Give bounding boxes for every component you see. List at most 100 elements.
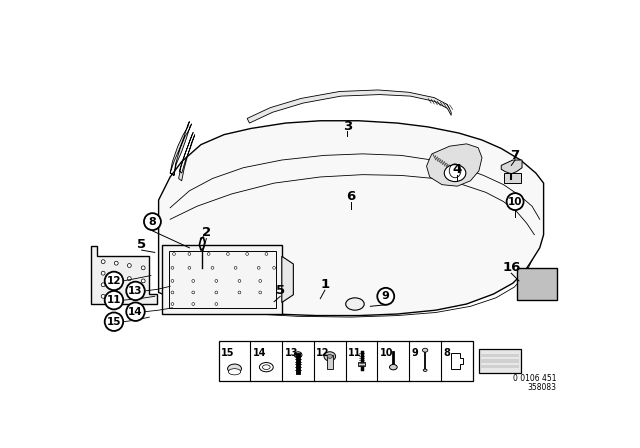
Circle shape <box>141 266 145 270</box>
Circle shape <box>144 213 161 230</box>
Text: 7: 7 <box>511 149 520 162</box>
Circle shape <box>141 279 145 283</box>
Circle shape <box>265 253 268 255</box>
Text: 6: 6 <box>346 190 356 202</box>
Circle shape <box>115 275 118 279</box>
Circle shape <box>273 267 275 269</box>
Circle shape <box>126 282 145 300</box>
Circle shape <box>115 287 118 291</box>
Circle shape <box>507 193 524 210</box>
Text: 5: 5 <box>137 238 146 251</box>
Polygon shape <box>451 353 463 369</box>
Circle shape <box>192 280 195 282</box>
Text: 14: 14 <box>128 307 143 317</box>
Bar <box>219 341 473 381</box>
Circle shape <box>115 261 118 265</box>
Circle shape <box>215 291 218 294</box>
Ellipse shape <box>228 364 241 373</box>
Bar <box>358 362 365 366</box>
Ellipse shape <box>346 298 364 310</box>
Circle shape <box>234 267 237 269</box>
Ellipse shape <box>327 354 333 358</box>
Text: 2: 2 <box>202 226 211 239</box>
Text: 8: 8 <box>148 217 156 227</box>
Text: 12: 12 <box>316 348 330 358</box>
Circle shape <box>192 291 195 294</box>
Bar <box>481 359 519 362</box>
Bar <box>516 268 557 300</box>
Bar <box>520 268 557 296</box>
Text: 10: 10 <box>380 348 394 358</box>
Text: 15: 15 <box>107 317 121 327</box>
Text: 12: 12 <box>107 276 121 286</box>
Ellipse shape <box>294 352 302 358</box>
Circle shape <box>246 253 248 255</box>
Circle shape <box>105 271 123 290</box>
Bar <box>481 354 519 357</box>
Circle shape <box>171 280 174 282</box>
Circle shape <box>192 303 195 306</box>
Circle shape <box>173 253 175 255</box>
Circle shape <box>171 303 174 306</box>
Circle shape <box>215 303 218 306</box>
Text: 14: 14 <box>253 348 266 358</box>
Circle shape <box>215 280 218 282</box>
Bar <box>163 245 282 314</box>
Circle shape <box>127 289 131 293</box>
Ellipse shape <box>324 352 335 361</box>
Circle shape <box>127 263 131 267</box>
Text: 9: 9 <box>412 348 419 358</box>
Polygon shape <box>159 121 543 315</box>
Polygon shape <box>91 246 157 304</box>
Text: 16: 16 <box>502 261 520 274</box>
Bar <box>327 355 333 369</box>
Text: 10: 10 <box>508 197 522 207</box>
Circle shape <box>171 267 174 269</box>
Polygon shape <box>179 132 195 181</box>
Text: 3: 3 <box>342 120 352 133</box>
Text: 358083: 358083 <box>528 383 557 392</box>
Circle shape <box>211 267 214 269</box>
Bar <box>481 365 519 368</box>
Text: 1: 1 <box>321 278 330 291</box>
Polygon shape <box>247 90 451 123</box>
Ellipse shape <box>444 165 466 181</box>
Circle shape <box>127 277 131 280</box>
Circle shape <box>126 302 145 321</box>
Circle shape <box>101 294 105 298</box>
Ellipse shape <box>228 369 241 375</box>
Circle shape <box>259 280 262 282</box>
Text: 15: 15 <box>221 348 234 358</box>
Bar <box>168 251 276 308</box>
Circle shape <box>207 253 210 255</box>
Text: 5: 5 <box>276 284 285 297</box>
Circle shape <box>238 291 241 294</box>
Polygon shape <box>282 256 293 302</box>
Ellipse shape <box>390 365 397 370</box>
Circle shape <box>227 253 229 255</box>
Text: 8: 8 <box>444 348 450 358</box>
Circle shape <box>188 267 191 269</box>
Polygon shape <box>427 144 482 186</box>
Circle shape <box>171 291 174 294</box>
Text: 9: 9 <box>382 291 390 302</box>
Ellipse shape <box>259 362 273 372</box>
Text: 4: 4 <box>452 163 462 176</box>
Circle shape <box>238 280 241 282</box>
Ellipse shape <box>422 348 428 352</box>
Ellipse shape <box>423 369 427 371</box>
Ellipse shape <box>262 365 270 370</box>
Circle shape <box>101 260 105 263</box>
Circle shape <box>257 267 260 269</box>
Text: 13: 13 <box>128 286 143 296</box>
Circle shape <box>101 283 105 287</box>
Circle shape <box>188 253 191 255</box>
Text: 11: 11 <box>348 348 362 358</box>
Bar <box>504 173 520 183</box>
Circle shape <box>259 291 262 294</box>
Text: 0 0106 451: 0 0106 451 <box>513 374 557 383</box>
Polygon shape <box>501 160 522 174</box>
Bar <box>479 349 521 373</box>
Circle shape <box>101 271 105 275</box>
Circle shape <box>105 291 123 310</box>
